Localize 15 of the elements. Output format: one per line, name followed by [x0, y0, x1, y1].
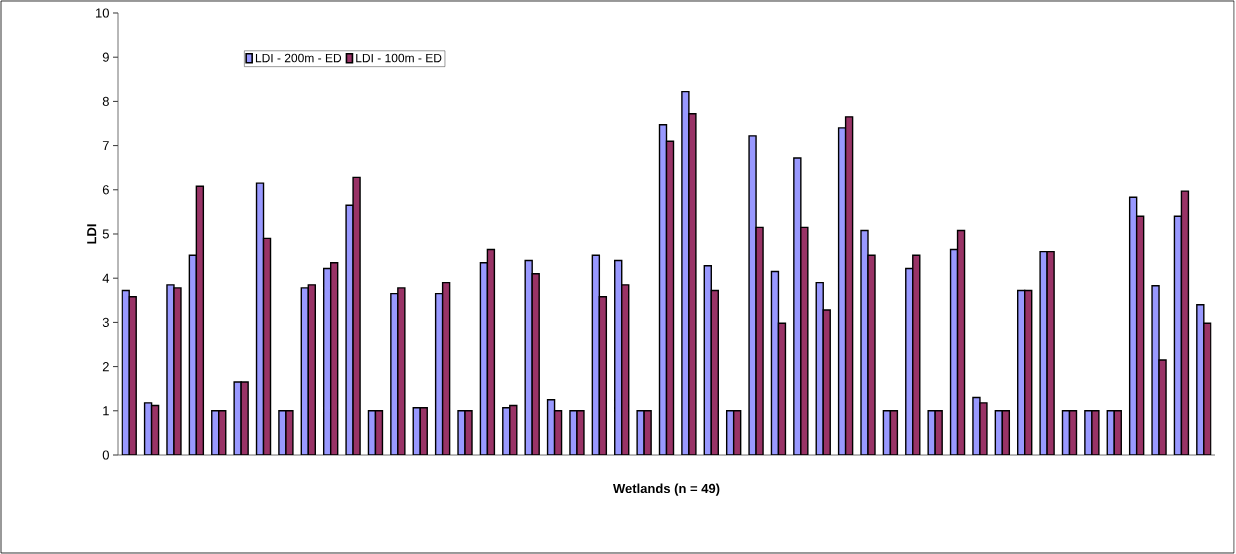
- y-tick-label: 3: [102, 317, 109, 327]
- y-tick-label: 1: [103, 406, 109, 416]
- legend-label: LDI - 100m - ED: [356, 53, 442, 63]
- y-tick-label: 4: [102, 273, 110, 283]
- y-axis-title: LDI: [87, 224, 97, 244]
- y-tick-label: 10: [96, 8, 109, 18]
- legend-label: LDI - 200m - ED: [255, 53, 342, 63]
- y-tick-label: 8: [102, 96, 109, 106]
- y-tick-label: 7: [102, 141, 109, 151]
- y-tick-label: 0: [102, 450, 109, 460]
- y-tick-label: 9: [102, 52, 109, 62]
- y-tick-label: 6: [102, 185, 109, 195]
- y-tick-label: 5: [102, 229, 109, 239]
- y-tick-label: 2: [102, 362, 109, 372]
- x-axis-title: Wetlands (n = 49): [613, 483, 720, 496]
